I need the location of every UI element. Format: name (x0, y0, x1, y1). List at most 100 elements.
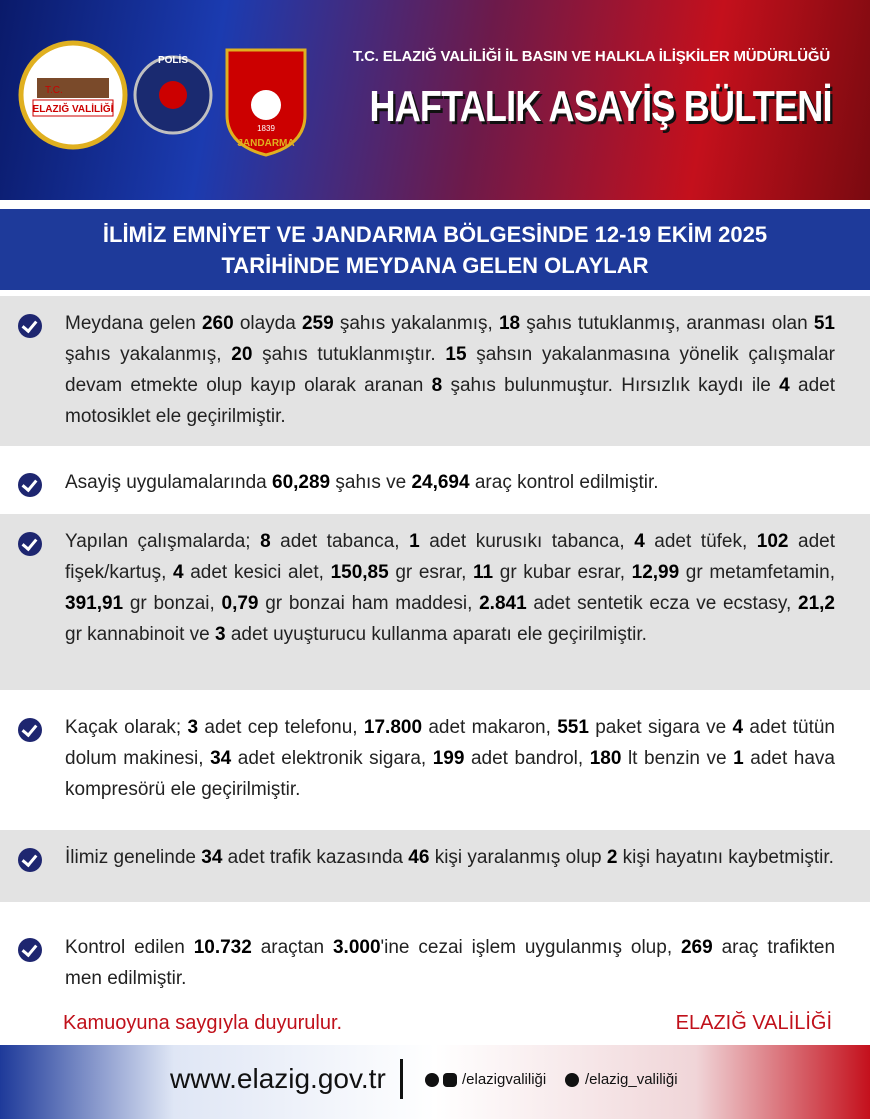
check-icon (18, 532, 42, 556)
figure: 269 (680, 937, 713, 958)
text: araç trafikten men edilmiştir. (65, 937, 836, 989)
figure: 3 (215, 624, 226, 645)
figure: 51 (813, 313, 835, 334)
figure: 391,91 (65, 593, 124, 614)
bulletin-item: Meydana gelen 260 olayda 259 şahıs yakal… (0, 296, 870, 446)
figure: 2 (606, 847, 618, 868)
logo-text: 1839 (257, 124, 275, 133)
figure: 260 (201, 313, 234, 334)
header: T.C. ELAZIĞ VALİLİĞİ POLİS 1839 JANDARMA… (0, 0, 870, 200)
social-handle: /elazigvaliliği (462, 1071, 547, 1088)
text: adet uyuşturucu kullanma aparatı ele geç… (225, 624, 647, 645)
figure: 12,99 (631, 562, 680, 583)
figure: 199 (432, 748, 465, 769)
text: şahıs bulunmuştur. Hırsızlık kaydı ile (442, 375, 780, 396)
figure: 3.000 (332, 937, 381, 958)
figure: 24,694 (411, 472, 470, 493)
figure: 4 (173, 562, 184, 583)
banner: İLİMİZ EMNİYET VE JANDARMA BÖLGESİNDE 12… (0, 205, 870, 290)
text: Yapılan çalışmalarda; (65, 531, 261, 552)
bulletin-item: İlimiz genelinde 34 adet trafik kazasınd… (0, 830, 870, 902)
check-icon (18, 314, 42, 338)
text: adet trafik kazasında (222, 847, 409, 868)
title: HAFTALIK ASAYİŞ BÜLTENİ (369, 82, 833, 131)
text: araç kontrol edilmiştir. (469, 472, 659, 493)
text: adet kurusıkı tabanca, (419, 531, 635, 552)
figure: 17.800 (363, 717, 423, 738)
text: adet tüfek, (644, 531, 757, 552)
figure: 1 (733, 748, 744, 769)
footer-bar: www.elazig.gov.tr /elazigvaliliği /elazi… (0, 1045, 870, 1119)
bulletin-item: Kontrol edilen 10.732 araçtan 3.000'ine … (0, 920, 870, 1002)
figure: 60,289 (272, 472, 331, 493)
figure: 4 (634, 531, 645, 552)
figure: 150,85 (330, 562, 389, 583)
text: adet tütün dolum makinesi, (65, 717, 835, 769)
bulletin-item: Yapılan çalışmalarda; 8 adet tabanca, 1 … (0, 514, 870, 690)
figure: 11 (473, 562, 494, 583)
text: adet makaron, (422, 717, 558, 738)
figure: 21,2 (798, 593, 835, 614)
text: kişi yaralanmış olup (429, 847, 607, 868)
social-handle: /elazig_valiliği (585, 1071, 678, 1088)
bulletin-item: Kaçak olarak; 3 adet cep telefonu, 17.80… (0, 700, 870, 812)
text: gr kannabinoit ve (65, 624, 215, 645)
logo-text: JANDARMA (237, 138, 294, 149)
facebook-icon (425, 1073, 439, 1087)
text: İlimiz genelinde (65, 847, 202, 868)
text: Asayiş uygulamalarında (65, 472, 272, 493)
check-icon (18, 718, 42, 742)
text: şahıs tutuklanmış, aranması olan (520, 313, 814, 334)
figure: 551 (557, 717, 589, 738)
text: Kaçak olarak; (65, 717, 188, 738)
text: şahıs ve (330, 472, 412, 493)
text: paket sigara ve (588, 717, 733, 738)
figure: 1 (409, 531, 420, 552)
divider (400, 1059, 403, 1099)
banner-line: TARİHİNDE MEYDANA GELEN OLAYLAR (221, 253, 649, 278)
text: lt benzin ve (621, 748, 734, 769)
text: araçtan (251, 937, 333, 958)
instagram-icon (443, 1073, 457, 1087)
text: adet bandrol, (464, 748, 590, 769)
figure: 8 (431, 375, 443, 396)
logo-text: ELAZIĞ VALİLİĞİ (33, 102, 114, 115)
figure: 102 (756, 531, 789, 552)
logos: T.C. ELAZIĞ VALİLİĞİ POLİS 1839 JANDARMA (18, 40, 307, 157)
figure: 3 (187, 717, 199, 738)
text: adet motosiklet ele geçirilmiştir. (65, 375, 836, 427)
figure: 2.841 (479, 593, 527, 614)
check-icon (18, 848, 42, 872)
text: gr bonzai, (123, 593, 222, 614)
figure: 4 (779, 375, 790, 396)
figure: 18 (498, 313, 521, 334)
text: gr bonzai ham maddesi, (258, 593, 480, 614)
x-icon (565, 1073, 579, 1087)
text: şahıs tutuklanmıştır. (252, 344, 446, 365)
figure: 15 (445, 344, 467, 365)
text: adet hava kompresörü ele geçirilmiştir. (65, 748, 835, 800)
figure: 34 (201, 847, 223, 868)
text: şahıs yakalanmış, (65, 344, 232, 365)
website: www.elazig.gov.tr (170, 1063, 386, 1094)
text: Kontrol edilen (65, 937, 194, 958)
text: adet sentetik ecza ve ecstasy, (526, 593, 799, 614)
bulletin-item: Asayiş uygulamalarında 60,289 şahıs ve 2… (0, 455, 870, 505)
figure: 34 (210, 748, 232, 769)
figure: 8 (260, 531, 271, 552)
check-icon (18, 938, 42, 962)
figure: 259 (301, 313, 334, 334)
figure: 20 (231, 344, 253, 365)
figure: 4 (732, 717, 744, 738)
closing: Kamuoyuna saygıyla duyurulur. (63, 1012, 343, 1034)
figure: 180 (589, 748, 622, 769)
logo-text: T.C. (45, 85, 63, 96)
text: şahsın yakalanmasına yönelik çalışmalar … (65, 344, 836, 396)
text: Meydana gelen (65, 313, 202, 334)
text: olayda (233, 313, 302, 334)
subtitle: T.C. ELAZIĞ VALİLİĞİ İL BASIN VE HALKLA … (352, 48, 830, 65)
text: gr kubar esrar, (493, 562, 632, 583)
text: 'ine cezai işlem uygulanmış olup, (380, 937, 681, 958)
banner-line: İLİMİZ EMNİYET VE JANDARMA BÖLGESİNDE 12… (102, 222, 768, 247)
